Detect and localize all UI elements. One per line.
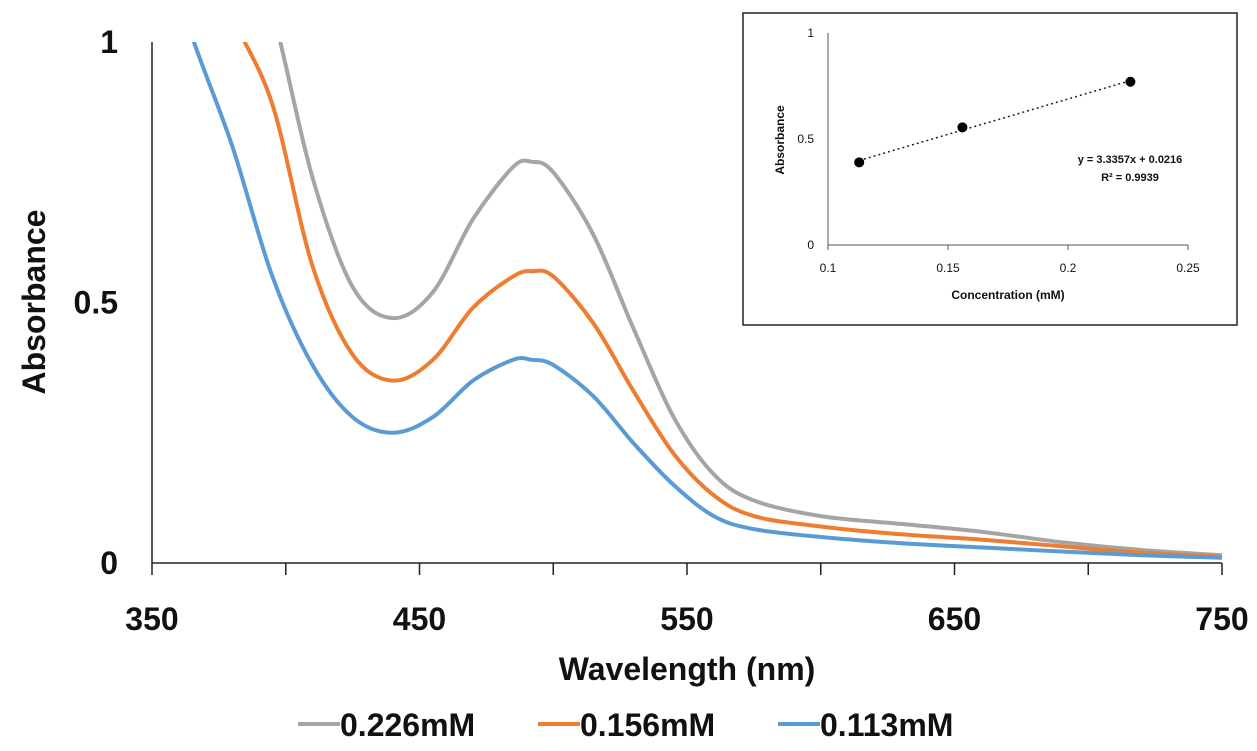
inset-data-point	[957, 122, 968, 133]
trendline-r-squared: R² = 0.9939	[1101, 172, 1159, 184]
legend-item-2: 0.113mM	[778, 707, 953, 743]
inset-x-tick-group: 0.1 0.15 0.2 0.25	[820, 245, 1200, 275]
x-tick-label: 550	[660, 601, 713, 637]
x-tick-label: 450	[393, 601, 446, 637]
series-line-2	[191, 42, 1222, 560]
inset-data-point	[854, 157, 865, 168]
trendline	[858, 79, 1131, 162]
inset-x-tick-label: 0.2	[1060, 261, 1077, 275]
inset-x-axis-title: Concentration (mM)	[951, 288, 1064, 302]
inset-frame	[742, 12, 1238, 326]
x-axis-title: Wavelength (nm)	[559, 651, 816, 687]
legend-item-1: 0.156mM	[538, 707, 715, 743]
inset-y-tick-group: 00.51	[797, 26, 814, 252]
inset-data-point	[1125, 76, 1136, 87]
y-tick-group: 00.51	[74, 24, 118, 581]
legend-label-2: 0.113mM	[820, 707, 953, 743]
y-tick-label: 1	[100, 24, 118, 60]
legend-label-0: 0.226mM	[340, 707, 475, 743]
inset-y-tick-label: 1	[807, 26, 814, 40]
x-tick-label: 750	[1195, 601, 1248, 637]
inset-y-tick-label: 0.5	[797, 132, 814, 146]
inset-x-tick-label: 0.1	[820, 261, 837, 275]
trendline-equation: y = 3.3357x + 0.0216	[1078, 154, 1183, 166]
inset-points-group	[854, 76, 1136, 168]
spectrum-series-group	[191, 42, 1222, 560]
main-plot-area: 350 450 550 650 750 00.51 Wavelength (nm) Ab…	[16, 24, 1249, 687]
x-tick-label: 350	[125, 601, 178, 637]
x-tick-label: 650	[928, 601, 981, 637]
inset-x-tick-label: 0.25	[1176, 261, 1200, 275]
inset-x-tick-label: 0.15	[936, 261, 960, 275]
y-tick-label: 0.5	[74, 285, 118, 321]
y-axis-title: Absorbance	[16, 210, 52, 395]
series-line-1	[242, 42, 1222, 559]
legend-item-0: 0.226mM	[298, 707, 475, 743]
legend: 0.226mM 0.156mM 0.113mM	[298, 707, 953, 743]
inset-y-axis-title: Absorbance	[773, 105, 787, 175]
inset-y-tick-label: 0	[807, 238, 814, 252]
y-tick-label: 0	[100, 545, 118, 581]
series-line-0	[278, 42, 1222, 558]
x-tick-group: 350 450 550 650 750	[125, 563, 1249, 637]
legend-label-1: 0.156mM	[580, 707, 715, 743]
calibration-inset-chart: 0.1 0.15 0.2 0.25 00.51 y = 3.3357x + 0.021…	[742, 12, 1238, 326]
